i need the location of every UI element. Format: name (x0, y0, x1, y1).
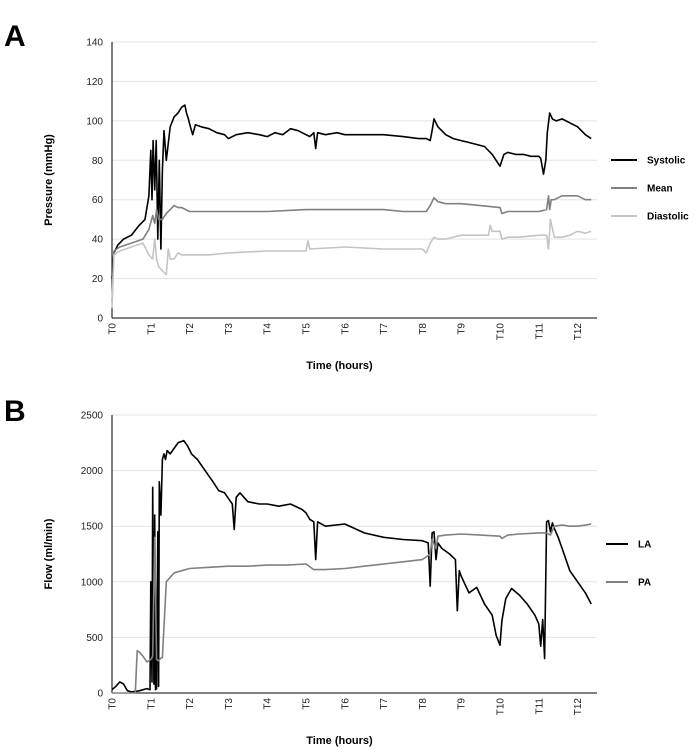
legend-label: LA (638, 540, 651, 551)
y-tick-label: 2500 (81, 411, 104, 422)
x-tick-label: T6 (340, 698, 351, 710)
x-tick-label: T5 (302, 323, 313, 335)
legend-item-systolic: Systolic (611, 156, 686, 167)
x-tick-label: T3 (224, 323, 235, 335)
x-tick-label: T9 (457, 323, 468, 335)
x-tick-label: T12 (573, 323, 584, 341)
x-axis-title: Time (hours) (306, 360, 373, 372)
y-tick-label: 1000 (81, 577, 104, 588)
y-tick-label: 0 (97, 314, 103, 325)
legend-item-diastolic: Diastolic (611, 212, 689, 223)
y-tick-label: 2000 (81, 466, 104, 477)
x-tick-label: T0 (108, 698, 119, 710)
y-tick-label: 120 (86, 77, 103, 88)
y-tick-label: 20 (92, 274, 104, 285)
x-tick-label: T10 (496, 323, 507, 341)
x-tick-label: T11 (534, 323, 545, 340)
x-tick-label: T7 (379, 323, 390, 335)
y-axis-title: Pressure (mmHg) (43, 134, 55, 226)
chart-panel-a: A 0 20 40 60 80 100 120 140 T0 T1 T2 T3 T4 T5 T6 T7 T8 T9 T… (4, 20, 689, 372)
series-line-mean (111, 195, 592, 303)
x-tick-label: T8 (418, 698, 429, 710)
x-tick-label: T6 (340, 323, 351, 335)
x-tick-label: T4 (263, 698, 274, 710)
x-tick-label: T1 (146, 698, 157, 710)
y-tick-label: 80 (92, 156, 104, 167)
y-tick-label: 100 (86, 116, 103, 127)
legend-label: Systolic (647, 156, 686, 167)
panel-label: A (4, 20, 26, 53)
y-tick-label: 1500 (81, 522, 104, 533)
x-axis-title: Time (hours) (306, 735, 373, 747)
y-axis-title: Flow (ml/min) (43, 518, 55, 589)
series-line-systolic (111, 104, 592, 279)
legend-label: Diastolic (647, 212, 689, 223)
panel-label: B (4, 395, 26, 428)
x-tick-label: T9 (457, 698, 468, 710)
x-tick-label: T1 (146, 323, 157, 335)
x-tick-label: T0 (108, 323, 119, 335)
legend-item-mean: Mean (611, 184, 673, 195)
series-line-diastolic (111, 218, 592, 309)
x-tick-label: T11 (534, 698, 545, 715)
x-tick-label: T3 (224, 698, 235, 710)
x-tick-label: T10 (496, 698, 507, 716)
legend-label: PA (638, 578, 651, 589)
series-line-la (111, 439, 592, 693)
chart-panel-b: B 0 500 1000 1500 2000 2500 T0 T1 T2 T3 T4 T5 T6 T7 T8 T… (4, 395, 651, 747)
y-tick-label: 40 (92, 235, 104, 246)
x-tick-label: T2 (185, 323, 196, 335)
y-tick-label: 500 (86, 633, 103, 644)
legend-label: Mean (647, 184, 673, 195)
legend-item-pa: PA (606, 578, 651, 589)
x-tick-label: T7 (379, 698, 390, 710)
x-tick-label: T12 (573, 698, 584, 716)
x-tick-label: T8 (418, 323, 429, 335)
y-tick-label: 60 (92, 195, 104, 206)
x-tick-label: T5 (302, 698, 313, 710)
y-tick-label: 0 (97, 689, 103, 700)
x-tick-label: T2 (185, 698, 196, 710)
legend-item-la: LA (606, 540, 651, 551)
x-tick-label: T4 (263, 323, 274, 335)
series-line-pa (112, 523, 592, 694)
y-tick-label: 140 (86, 38, 103, 49)
